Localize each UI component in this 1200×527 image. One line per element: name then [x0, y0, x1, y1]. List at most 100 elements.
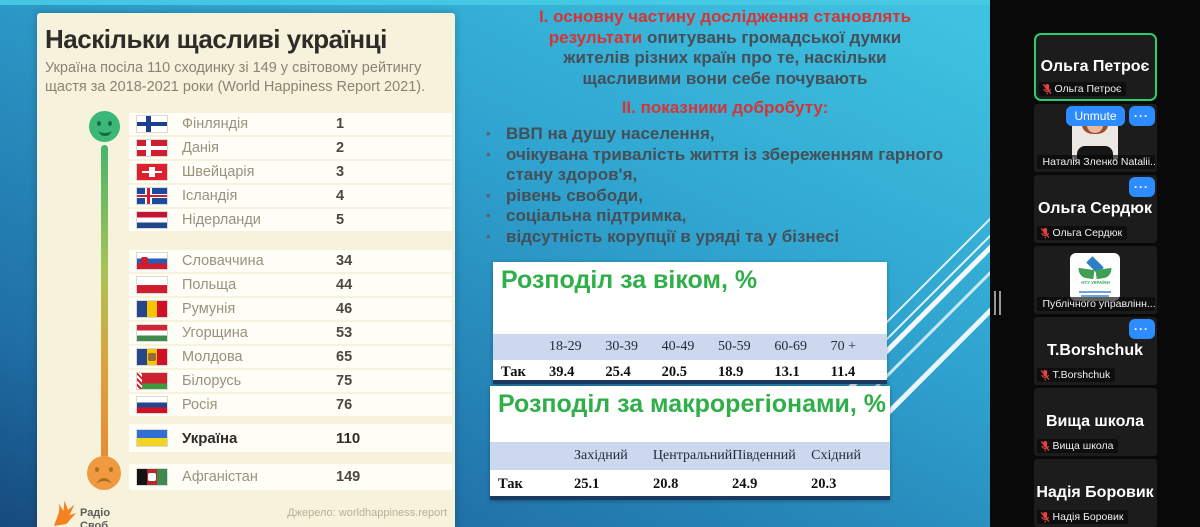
intro-dark-text: опитувань громадської думки жителів різн…: [563, 27, 902, 89]
country-rank: 1: [336, 116, 345, 132]
table-row-label: Так: [498, 475, 523, 492]
happiness-infographic-panel: Наскільки щасливі українці Україна посіл…: [37, 13, 455, 527]
country-rank: 110: [336, 429, 361, 447]
ranking-row: Молдова 65: [129, 346, 452, 368]
table-corner-cell: [490, 442, 574, 470]
table-corner-cell: [493, 334, 549, 360]
participant-tile[interactable]: Вища школа Вища школа: [1033, 388, 1157, 456]
table-value-cell: 25.1: [574, 475, 600, 492]
table-value-cell: 13.1: [774, 363, 800, 380]
ranking-row: Білорусь 75: [129, 370, 452, 392]
table-value-cell: 20.3: [811, 475, 837, 492]
mic-muted-icon: [1040, 227, 1050, 239]
infographic-subtitle: Україна посіла 110 сходинку зі 149 у сві…: [45, 60, 426, 95]
flag-moldova-icon: [137, 349, 167, 365]
intro-red-text: І. основну частину дослідження становлят…: [538, 7, 912, 47]
country-rank: 2: [336, 140, 345, 156]
region-distribution-table: Розподіл за макрорегіонами, % Західний Це…: [490, 386, 890, 500]
participant-tile[interactable]: Надія Боровик Надія Боровик: [1033, 459, 1157, 527]
slide-text-area: І. основну частину дослідження становлят…: [460, 0, 990, 527]
participant-display-name: Ольга Петроє: [1040, 58, 1150, 75]
flag-afghanistan-icon: [137, 469, 167, 485]
country-name: Білорусь: [182, 373, 242, 389]
table-column-header: Центральний: [652, 448, 733, 463]
participant-tile[interactable]: Ольга Петроє Ольга Петроє: [1033, 33, 1157, 101]
participant-name-text: Ольга Петроє: [1054, 83, 1122, 95]
region-table-title: Розподіл за макрорегіонами, %: [498, 390, 886, 418]
participant-display-name: Надія Боровик: [1036, 484, 1154, 501]
open-book-icon: [1076, 267, 1095, 280]
country-rank: 149: [336, 469, 361, 485]
age-table-title: Розподіл за віком, %: [501, 266, 758, 294]
ranking-row: Нідерланди 5: [129, 209, 452, 231]
ranking-row: Ісландія 4: [129, 185, 452, 207]
flag-finland-icon: [137, 116, 167, 132]
ranking-row: Данія 2: [129, 137, 452, 159]
indicator-list-item: ВВП на душу населення,: [480, 124, 948, 145]
panel-resize-handle[interactable]: [994, 291, 1001, 315]
participants-sidebar: Ольга Петроє Ольга Петроє Unmute ··· Наталія…: [990, 0, 1200, 527]
sad-face-icon: [87, 456, 121, 490]
country-name: Угорщина: [182, 325, 248, 341]
indicator-list-item: соціальна підтримка,: [480, 206, 948, 227]
wellbeing-indicators-list: ВВП на душу населення,очікувана триваліс…: [480, 124, 948, 247]
participant-tile[interactable]: Unmute ··· Наталія Зленко Natalii...: [1033, 104, 1157, 172]
country-name: Росія: [182, 397, 218, 413]
participant-name-text: Надія Боровик: [1052, 511, 1124, 523]
participant-name-text: Публічного управлінн...: [1042, 298, 1155, 310]
ranking-group-ukraine: Україна 110: [129, 424, 452, 454]
participant-name-text: Ольга Сердюк: [1052, 227, 1123, 239]
region-table-header-row: Західний Центральний Південний Східний: [490, 442, 890, 470]
age-distribution-table: Розподіл за віком, % 18-29 30-39 40-49 50-5…: [493, 262, 887, 384]
table-value-cell: 11.4: [830, 363, 856, 380]
flag-netherlands-icon: [137, 212, 167, 228]
flag-iceland-icon: [137, 188, 167, 204]
flag-switzerland-icon: [137, 164, 167, 180]
participant-name-label: Наталія Зленко Natalii...: [1036, 155, 1155, 169]
unmute-button[interactable]: Unmute: [1066, 106, 1125, 126]
ranking-row: Фінляндія 1: [129, 113, 452, 135]
participant-name-label: T.Borshchuk: [1036, 368, 1116, 382]
country-name: Данія: [182, 140, 219, 156]
country-name: Ісландія: [182, 188, 238, 204]
shared-screen-slide: Наскільки щасливі українці Україна посіл…: [0, 0, 990, 527]
country-rank: 3: [336, 164, 345, 180]
participant-tile[interactable]: НТУ УКРАЇНИ Публічного управлінн...: [1033, 246, 1157, 314]
participant-tile[interactable]: Ольга Сердюк ··· Ольга Сердюк: [1033, 175, 1157, 243]
participant-name-text: T.Borshchuk: [1052, 369, 1111, 381]
table-value-cell: 24.9: [732, 475, 758, 492]
country-rank: 5: [336, 212, 345, 228]
more-options-button[interactable]: ···: [1128, 106, 1155, 126]
table-column-header: 40-49: [661, 339, 695, 354]
country-name: Словаччина: [182, 253, 264, 269]
radio-svoboda-bird-icon: [54, 500, 76, 526]
more-options-button[interactable]: ···: [1128, 319, 1155, 339]
age-table-header-row: 18-29 30-39 40-49 50-59 60-69 70 +: [493, 334, 887, 360]
participant-name-label: Вища школа: [1036, 439, 1119, 453]
logo-fine-print: [1078, 291, 1111, 293]
ranking-row: Польща 44: [129, 274, 452, 296]
table-column-header: 30-39: [605, 339, 638, 354]
slide-top-strip: [0, 0, 990, 5]
source-note: Джерело: worldhappiness.report: [287, 507, 447, 519]
country-rank: 75: [336, 373, 353, 389]
more-options-button[interactable]: ···: [1128, 177, 1155, 197]
region-table-values-row: Так 25.1 20.8 24.9 20.3: [490, 470, 890, 498]
table-column-header: Західний: [574, 448, 628, 463]
infographic-title: Наскільки щасливі українці: [45, 24, 387, 54]
ranking-row: Угорщина 53: [129, 322, 452, 344]
participant-name-text: Вища школа: [1052, 440, 1114, 452]
indicator-list-item: очікувана тривалість життя із збереження…: [480, 145, 948, 186]
mic-muted-icon: [1040, 369, 1050, 381]
table-column-header: Східний: [811, 448, 861, 463]
country-name: Афганістан: [182, 469, 258, 485]
country-name: Польща: [182, 277, 237, 293]
mic-muted-icon: [1040, 440, 1050, 452]
flag-denmark-icon: [137, 140, 167, 156]
mic-muted-icon: [1040, 511, 1050, 523]
ranking-row: Афганістан 149: [129, 464, 452, 490]
participant-tile[interactable]: T.Borshchuk ··· T.Borshchuk: [1033, 317, 1157, 385]
flag-russia-icon: [137, 397, 167, 413]
indicator-list-item: відсутність корупції в уряді та у бізнес…: [480, 227, 948, 248]
happy-face-icon: [89, 111, 120, 142]
